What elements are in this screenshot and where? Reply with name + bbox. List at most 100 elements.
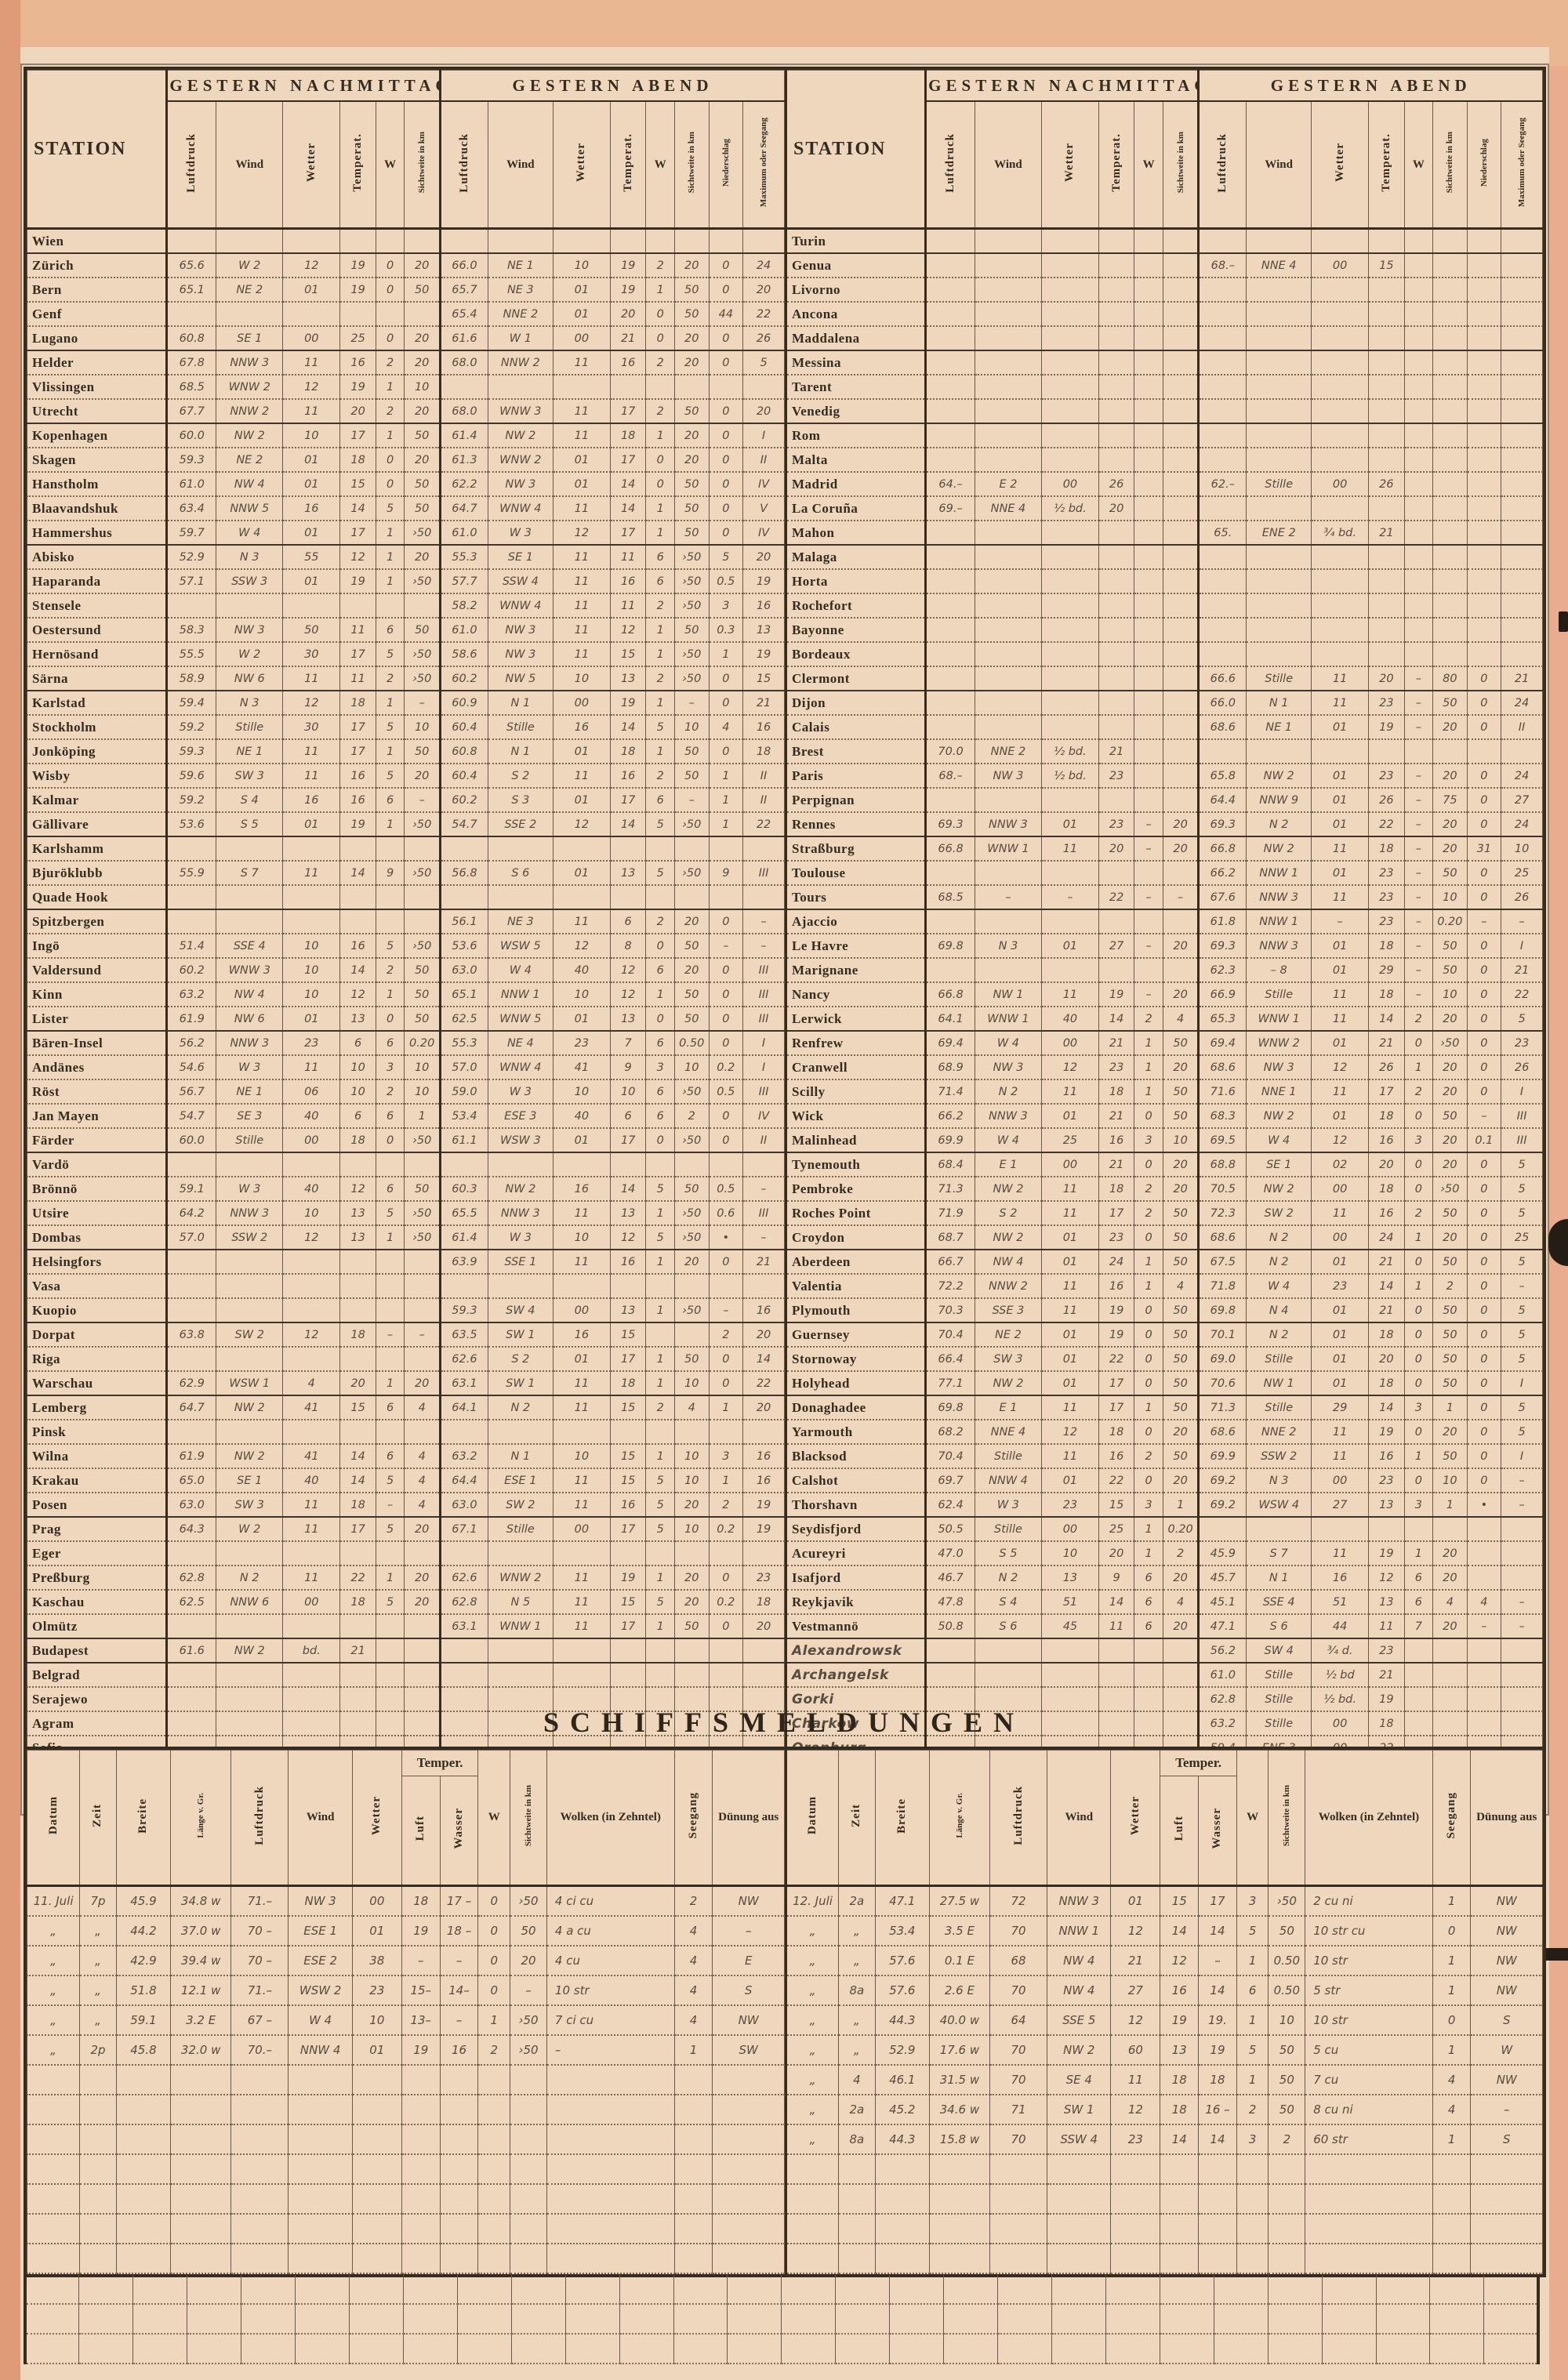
evening-value: ›50 — [673, 1128, 710, 1153]
evening-value: 0 — [708, 472, 744, 497]
afternoon-value — [924, 545, 975, 570]
empty-cell — [1213, 2275, 1269, 2305]
empty-cell — [1213, 2304, 1269, 2335]
evening-value: 58.6 — [439, 642, 488, 667]
evening-value: 0 — [1403, 1104, 1434, 1129]
evening-value: 50 — [1432, 958, 1468, 983]
evening-value: 50 — [673, 1347, 710, 1372]
ship-report-value: 2 — [673, 1885, 713, 1917]
afternoon-value: 50 — [404, 423, 441, 448]
evening-value — [1311, 423, 1370, 448]
evening-value: 57.7 — [439, 569, 488, 594]
afternoon-value: 59.7 — [165, 521, 217, 546]
station-name: Vlissingen — [26, 375, 169, 400]
afternoon-value: 3 — [375, 1055, 405, 1080]
column-header-label: W — [1412, 158, 1425, 171]
ship-report-value: 72 — [989, 1885, 1048, 1917]
afternoon-value: 2 — [1134, 1444, 1163, 1469]
evening-value: 44 — [708, 302, 744, 327]
column-header-label: Luftdruck — [185, 132, 198, 193]
empty-cell — [26, 2244, 81, 2274]
evening-value: 10 — [1432, 982, 1468, 1007]
empty-cell — [785, 2184, 840, 2215]
afternoon-value: 69.7 — [924, 1468, 975, 1493]
evening-value: 20 — [673, 448, 710, 473]
afternoon-value: 18 — [1098, 1177, 1135, 1202]
evening-value: 21 — [1368, 1250, 1405, 1275]
station-row: Wilna 61.9 NW 2 41 14 6 4 63.2 N 1 10 15 1 10 3 16 — [26, 1444, 785, 1469]
evening-value: 0 — [1403, 1347, 1434, 1372]
evening-value: 75 — [1432, 788, 1468, 813]
evening-value: NW 5 — [487, 666, 554, 691]
evening-value: 18 — [609, 423, 647, 448]
afternoon-value: 12 — [282, 375, 341, 400]
evening-value: 18 — [609, 739, 647, 764]
afternoon-value: 1 — [1134, 1079, 1163, 1105]
evening-value: 20 — [1432, 715, 1468, 740]
evening-value: 59.0 — [439, 1079, 488, 1105]
evening-value: 1 — [708, 812, 744, 837]
afternoon-value — [1040, 278, 1099, 303]
evening-value: 00 — [1311, 253, 1370, 278]
empty-cell — [402, 2334, 458, 2364]
evening-value: 1 — [708, 642, 744, 667]
station-row: Malta — [785, 448, 1543, 473]
evening-value: 7 — [1403, 1614, 1434, 1639]
evening-value: Stille — [1246, 1663, 1312, 1688]
evening-value: – — [742, 934, 785, 959]
evening-value: 68.8 — [1197, 1152, 1247, 1177]
evening-value — [552, 1274, 611, 1299]
ship-report-value: 50 — [510, 1916, 547, 1946]
ship-report-value: 46.1 — [874, 2065, 930, 2095]
evening-value — [645, 836, 675, 862]
evening-value: Stille — [1246, 472, 1312, 497]
evening-value — [439, 1711, 488, 1736]
evening-value: 00 — [552, 1298, 611, 1323]
afternoon-value: NW 2 — [974, 1177, 1042, 1202]
ship-report-value: 3.2 E — [170, 2005, 232, 2036]
evening-value: 26 — [1501, 885, 1543, 910]
evening-value: 60.3 — [439, 1177, 488, 1202]
afternoon-value: 0.20 — [1162, 1517, 1200, 1542]
ship-report-value: 17 — [1198, 1885, 1237, 1917]
empty-cell — [1051, 2275, 1106, 2305]
afternoon-value: 10 — [404, 1055, 441, 1080]
afternoon-value — [1040, 1687, 1099, 1712]
station-name: Maddalena — [785, 326, 927, 351]
ship-report-value: 15 — [1160, 1885, 1200, 1917]
evening-value: 63.0 — [439, 1493, 488, 1518]
station-name: Roches Point — [785, 1201, 927, 1226]
ship-column-header-w: W — [477, 1750, 511, 1887]
afternoon-value — [404, 1347, 441, 1372]
afternoon-value: 20 — [1162, 982, 1200, 1007]
empty-cell — [1375, 2275, 1431, 2305]
evening-value: N 2 — [1246, 1225, 1312, 1250]
afternoon-value — [1098, 278, 1135, 303]
evening-value: 01 — [1311, 1347, 1370, 1372]
evening-value: 19 — [1368, 1541, 1405, 1566]
evening-value: NNE 1 — [1246, 1079, 1312, 1105]
evening-value: NE 1 — [1246, 715, 1312, 740]
evening-value — [673, 228, 710, 254]
empty-cell — [1051, 2304, 1106, 2335]
station-row: Scilly 71.4 N 2 11 18 1 50 71.6 NNE 1 11 17 2 20 0 I — [785, 1079, 1543, 1105]
ship-report-value: – — [712, 1916, 785, 1946]
evening-value: 11 — [552, 1201, 611, 1226]
evening-value: 01 — [1311, 861, 1370, 886]
ship-report-value: SSW 4 — [1047, 2124, 1112, 2155]
evening-value: 0.5 — [708, 1177, 744, 1202]
evening-value — [1466, 399, 1502, 424]
afternoon-value — [1134, 666, 1163, 691]
evening-value: 63.2 — [1197, 1711, 1247, 1736]
ship-report-value: 3 — [1236, 1885, 1269, 1917]
station-name: Posen — [26, 1493, 169, 1518]
afternoon-value: 2 — [1162, 1541, 1200, 1566]
afternoon-value — [1134, 618, 1163, 643]
evening-value: 11 — [1311, 666, 1370, 691]
evening-value: III — [742, 1007, 785, 1032]
evening-value: 15 — [609, 642, 647, 667]
evening-value: 16 — [609, 1250, 647, 1275]
afternoon-value — [165, 1687, 217, 1712]
empty-cell — [510, 2154, 547, 2185]
afternoon-value: 50 — [404, 982, 441, 1007]
